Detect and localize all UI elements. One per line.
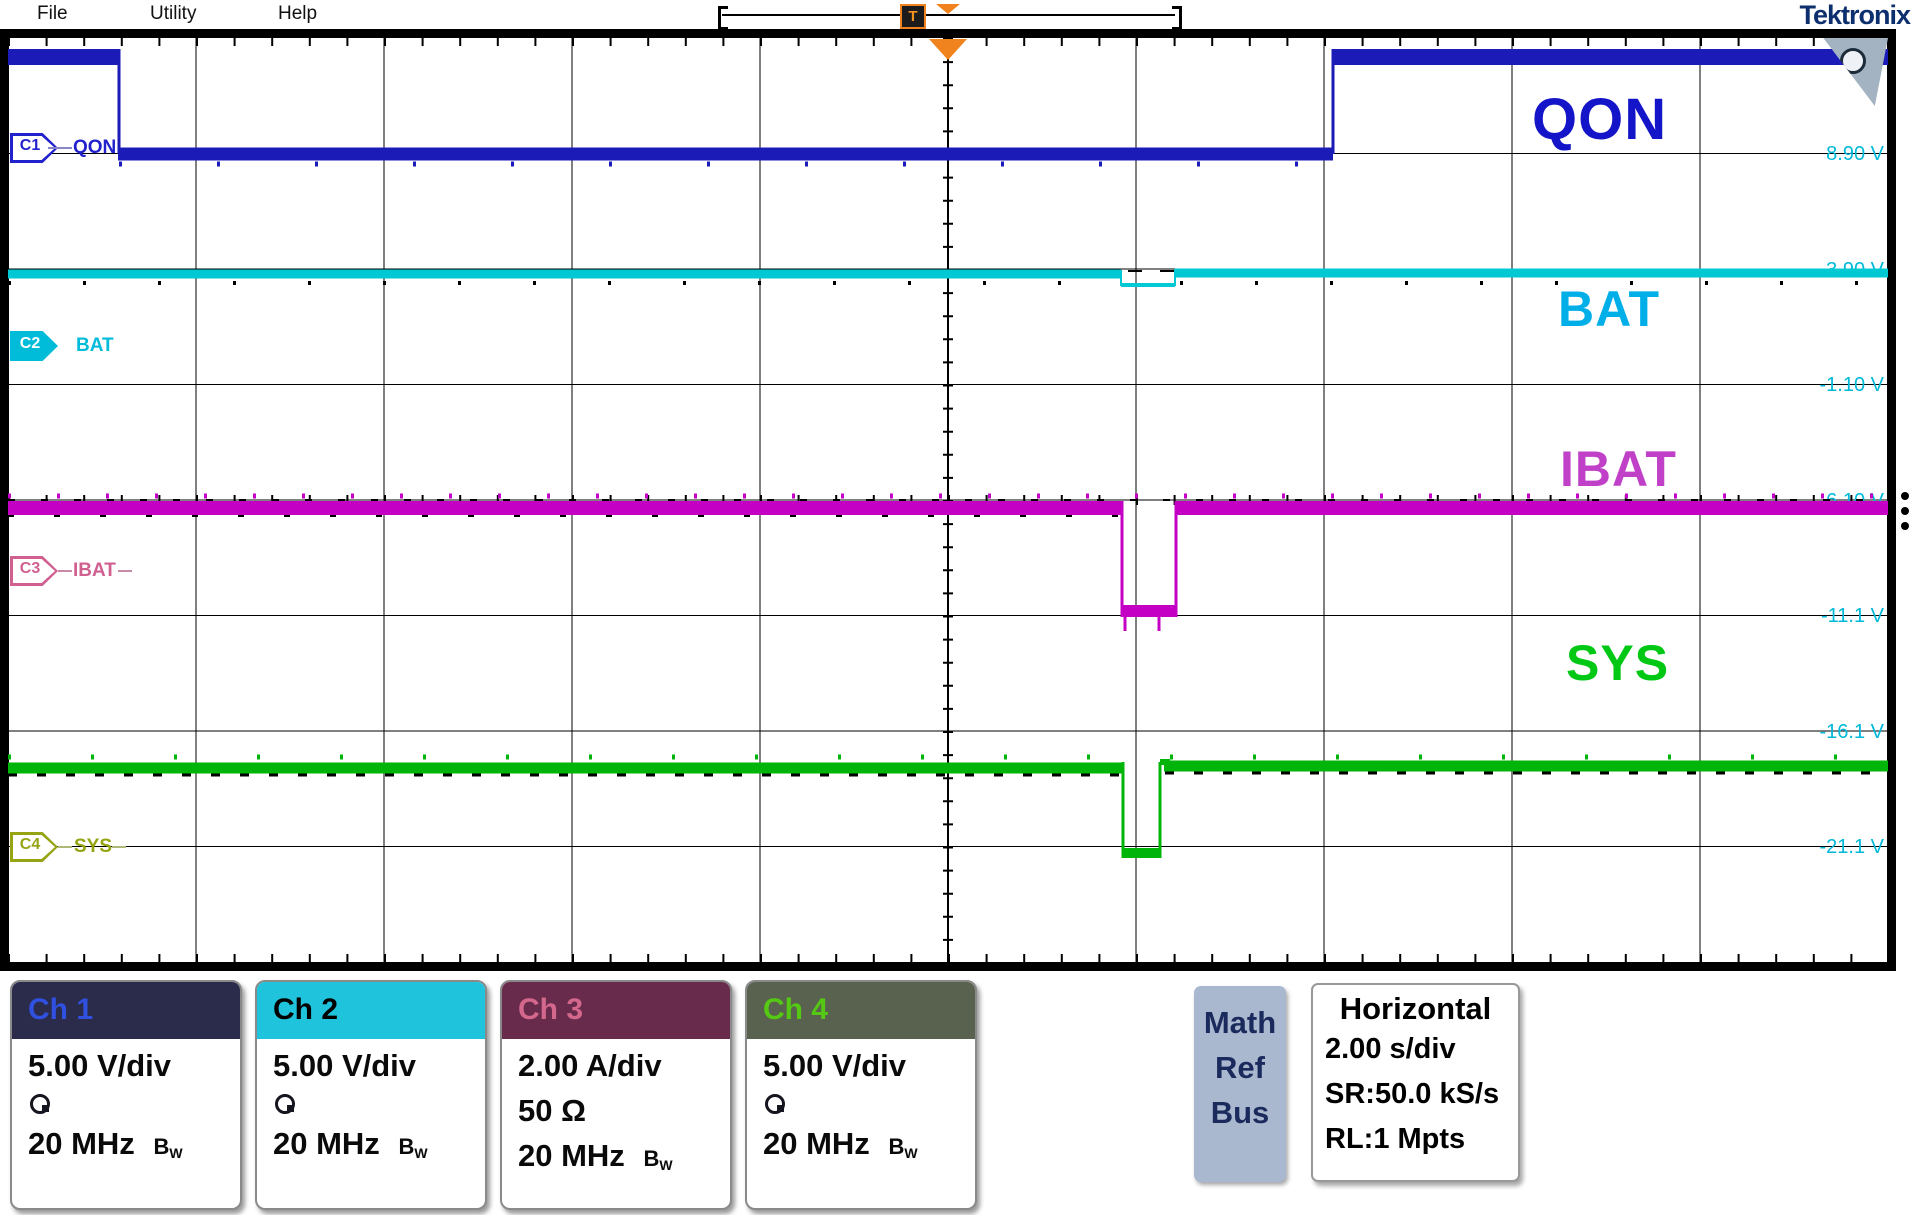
tag-connector (58, 570, 72, 572)
horizontal-sample-rate: SR:50.0 kS/s (1325, 1078, 1500, 1110)
voltage-label: -1.10 V (1819, 374, 1884, 396)
bw-limit-icon: BW (398, 1134, 428, 1161)
channel-card-title: Ch 3 (502, 982, 730, 1039)
horizontal-panel[interactable]: Horizontal 2.00 s/div SR:50.0 kS/s RL:1 … (1311, 983, 1520, 1182)
waveform-position-triangle-icon[interactable] (936, 4, 960, 14)
tag-connector (112, 846, 126, 848)
tektronix-logo: Tektronix (1799, 0, 1911, 30)
horizontal-record-length: RL:1 Mpts (1325, 1123, 1466, 1155)
channel-big-label-sys: SYS (1566, 635, 1670, 691)
channel-tag-label-ibat: IBAT (73, 560, 116, 581)
channel-scale: 2.00 A/div (518, 1048, 662, 1083)
bw-limit-icon: BW (153, 1134, 183, 1161)
voltage-label: 8.90 V (1826, 143, 1884, 165)
channel-bandwidth: 20 MHz BW (28, 1126, 183, 1161)
edge-handle-dot[interactable] (1901, 507, 1909, 515)
voltage-label: -6.10 V (1819, 490, 1884, 512)
menu-utility[interactable]: Utility (150, 3, 197, 24)
bw-limit-icon: BW (888, 1134, 918, 1161)
ruler-right-bracket (1172, 6, 1182, 30)
channel-scale: 5.00 V/div (763, 1048, 907, 1083)
channel-tag-label-sys: SYS (74, 836, 113, 857)
channel-tag-label-qon: QON (73, 137, 117, 158)
horizontal-title: Horizontal (1339, 991, 1492, 1026)
channel-tag-c1[interactable]: C1 (10, 133, 58, 163)
edge-handle-dot[interactable] (1901, 492, 1909, 500)
bw-limit-icon: BW (643, 1146, 673, 1173)
horizontal-position-ruler (722, 14, 1175, 16)
zoom-magnifier-flag[interactable] (1823, 38, 1888, 106)
channel-scale: 5.00 V/div (273, 1048, 417, 1083)
magnifier-icon (1840, 48, 1866, 74)
voltage-label: -21.1 V (1819, 836, 1884, 858)
channel-impedance: 50 Ω (518, 1093, 586, 1128)
math-ref-bus-panel[interactable]: Math Ref Bus (1194, 986, 1286, 1182)
probe-icon (275, 1094, 295, 1114)
channel-tag-label-bat: BAT (76, 335, 114, 356)
channel-card-ch4[interactable]: Ch 4 5.00 V/div 20 MHz BW (745, 980, 977, 1210)
trigger-marker-arrow-icon (906, 29, 918, 36)
channel-card-title: Ch 1 (12, 982, 240, 1039)
math-button[interactable]: Math (1203, 1005, 1277, 1040)
magnifier-handle-icon (1836, 67, 1846, 76)
voltage-label: 3.90 V (1826, 259, 1884, 281)
channel-tag-c3[interactable]: C3 (10, 556, 58, 586)
channel-card-title: Ch 4 (747, 982, 975, 1039)
tag-connector (58, 846, 72, 848)
horizontal-scale: 2.00 s/div (1325, 1033, 1456, 1065)
voltage-label: -16.1 V (1819, 721, 1884, 743)
channel-tag-c4[interactable]: C4 (10, 832, 58, 862)
menu-file[interactable]: File (37, 3, 68, 24)
probe-icon (765, 1094, 785, 1114)
tag-connector (118, 570, 132, 572)
channel-big-label-bat: BAT (1558, 281, 1661, 337)
probe-icon (30, 1094, 50, 1114)
trigger-position-marker[interactable]: T (900, 4, 926, 29)
ruler-left-bracket (718, 6, 728, 30)
voltage-label: -11.1 V (1821, 605, 1884, 627)
tag-connector (48, 147, 72, 149)
channel-card-title: Ch 2 (257, 982, 485, 1039)
channel-bandwidth: 20 MHz BW (273, 1126, 428, 1161)
channel-card-ch1[interactable]: Ch 1 5.00 V/div 20 MHz BW (10, 980, 242, 1210)
edge-handle-dot[interactable] (1901, 522, 1909, 530)
menu-help[interactable]: Help (278, 3, 318, 24)
channel-scale: 5.00 V/div (28, 1048, 172, 1083)
channel-bandwidth: 20 MHz BW (518, 1138, 673, 1173)
channel-card-ch2[interactable]: Ch 2 5.00 V/div 20 MHz BW (255, 980, 487, 1210)
channel-bandwidth: 20 MHz BW (763, 1126, 918, 1161)
channel-card-ch3[interactable]: Ch 3 2.00 A/div 50 Ω 20 MHz BW (500, 980, 732, 1210)
channel-big-label-qon: QON (1532, 87, 1668, 152)
bus-button[interactable]: Bus (1210, 1095, 1270, 1130)
ref-button[interactable]: Ref (1215, 1050, 1265, 1085)
channel-big-label-ibat: IBAT (1560, 441, 1677, 497)
channel-tag-c2[interactable]: C2 (10, 331, 58, 361)
